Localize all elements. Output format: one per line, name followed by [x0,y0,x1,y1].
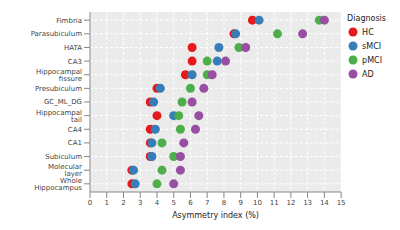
svg-text:8: 8 [222,199,226,207]
svg-text:Fimbria: Fimbria [56,17,82,25]
svg-text:14: 14 [320,199,329,207]
html-text:sMCI: sMCI [362,41,382,51]
svg-text:1: 1 [105,199,109,207]
svg-text:15: 15 [337,199,346,207]
svg-text:12: 12 [286,199,295,207]
svg-text:CA4: CA4 [68,126,83,134]
svg-text:CA1: CA1 [68,139,82,147]
svg-text:11: 11 [270,199,279,207]
svg-text:9: 9 [238,199,242,207]
svg-text:Hippocampalfissure: Hippocampalfissure [36,68,82,83]
html-text:HC: HC [362,27,374,37]
svg-text:10: 10 [253,199,262,207]
svg-text:GC_ML_DG: GC_ML_DG [44,98,82,106]
html-text:AD: AD [362,69,374,79]
svg-text:4: 4 [155,199,160,207]
svg-text:Presubiculum: Presubiculum [35,85,82,93]
svg-text:WholeHippocampus: WholeHippocampus [34,177,82,192]
svg-text:3: 3 [138,199,142,207]
svg-text:Subiculum: Subiculum [45,153,82,161]
svg-text:Asymmetry index (%): Asymmetry index (%) [172,211,259,220]
svg-text:2: 2 [121,199,125,207]
html-text:pMCI: pMCI [362,55,382,65]
html-text:Diagnosis: Diagnosis [347,14,386,23]
svg-text:CA3: CA3 [68,58,82,66]
html-text:layer: layer [64,170,82,179]
html-text:Molecular: Molecular [48,163,82,172]
svg-text:5: 5 [171,199,175,207]
svg-text:Hippocampaltail: Hippocampaltail [36,109,82,124]
svg-text:7: 7 [205,199,209,207]
svg-text:0: 0 [88,199,92,207]
svg-text:Parasubiculum: Parasubiculum [31,30,83,38]
svg-text:6: 6 [188,199,193,207]
svg-text:13: 13 [303,199,312,207]
svg-text:HATA: HATA [64,44,82,52]
